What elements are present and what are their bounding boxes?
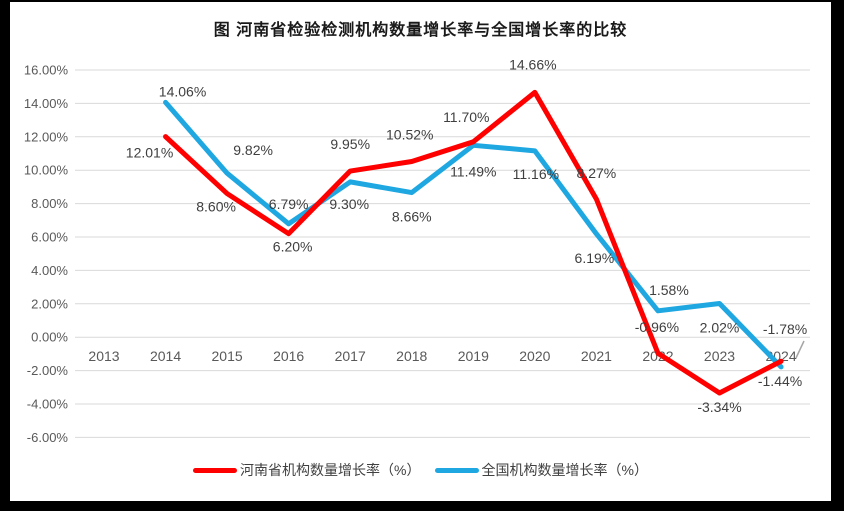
- y-tick-label: -4.00%: [27, 397, 69, 412]
- data-label: 8.27%: [577, 165, 617, 181]
- x-tick-label: 2016: [273, 348, 304, 364]
- x-tick-label: 2021: [581, 348, 612, 364]
- y-tick-label: -6.00%: [27, 430, 69, 445]
- x-tick-label: 2017: [335, 348, 366, 364]
- chart-title: 图 河南省检验检测机构数量增长率与全国增长率的比较: [213, 22, 628, 39]
- y-tick-label: 8.00%: [31, 196, 68, 211]
- x-tick-label: 2023: [704, 348, 735, 364]
- data-label: 9.95%: [330, 136, 370, 152]
- x-tick-label: 2014: [150, 348, 181, 364]
- chart-canvas: 图 河南省检验检测机构数量增长率与全国增长率的比较 16.00% 14.00% 12…: [10, 2, 831, 501]
- series-line-henan: [163, 89, 784, 396]
- data-label: 14.06%: [159, 83, 206, 99]
- y-tick-label: 12.00%: [24, 129, 69, 144]
- label-leader-line: [795, 340, 805, 359]
- data-label: 11.49%: [450, 163, 496, 179]
- x-tick-label: 2020: [519, 348, 550, 364]
- x-tick-label: 2018: [396, 348, 427, 364]
- legend-swatch-henan: [193, 467, 238, 473]
- x-tick-label: 2015: [212, 348, 243, 364]
- data-label: 9.82%: [233, 142, 273, 158]
- data-label: 11.70%: [443, 109, 489, 125]
- data-label: 2.02%: [700, 319, 740, 335]
- y-tick-label: 2.00%: [31, 296, 68, 311]
- data-label: -1.44%: [758, 373, 802, 389]
- y-tick-label: 0.00%: [31, 330, 68, 345]
- plot-area: 16.00% 14.00% 12.00% 10.00% 8.00% 6.00% 4.00% 2…: [24, 56, 810, 445]
- chart-legend: 河南省机构数量增长率（%） 全国机构数量增长率（%）: [10, 460, 831, 480]
- x-tick-label: 2019: [458, 348, 489, 364]
- x-tick-label: 2013: [88, 348, 119, 364]
- y-tick-label: 16.00%: [24, 63, 69, 78]
- data-label: 6.79%: [269, 196, 309, 212]
- y-tick-label: 6.00%: [31, 230, 68, 245]
- data-label: 14.66%: [509, 56, 556, 72]
- series-line-national: [163, 99, 784, 370]
- legend-swatch-national: [434, 467, 479, 473]
- data-label: 8.66%: [392, 209, 432, 225]
- legend-label-henan: 河南省机构数量增长率（%）: [240, 462, 421, 478]
- y-tick-label: 10.00%: [24, 163, 69, 178]
- data-label: 12.01%: [126, 145, 173, 161]
- legend-item-national: 全国机构数量增长率（%）: [434, 460, 648, 480]
- data-label: 1.58%: [649, 282, 689, 298]
- data-label: 8.60%: [196, 199, 236, 215]
- data-label: -1.78%: [763, 321, 807, 337]
- data-label: 6.19%: [575, 250, 615, 266]
- y-tick-label: 4.00%: [31, 263, 68, 278]
- data-label: 9.30%: [329, 196, 369, 212]
- legend-item-henan: 河南省机构数量增长率（%）: [193, 460, 421, 480]
- data-label: 6.20%: [273, 239, 313, 255]
- data-label: 11.16%: [513, 166, 559, 182]
- data-label: -0.96%: [635, 319, 679, 335]
- y-tick-label: 14.00%: [24, 96, 69, 111]
- data-label: -3.34%: [697, 399, 741, 415]
- data-label: 10.52%: [386, 127, 433, 143]
- y-tick-label: -2.00%: [27, 363, 69, 378]
- legend-label-national: 全国机构数量增长率（%）: [481, 462, 648, 478]
